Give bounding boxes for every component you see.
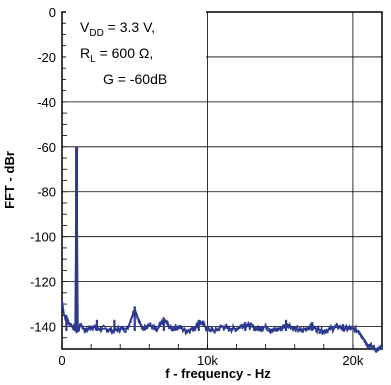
fft-series-line bbox=[61, 146, 382, 350]
annotation-gain: G = -60dB bbox=[103, 71, 167, 87]
annotation-vdd: VDD = 3.3 V, bbox=[80, 19, 155, 39]
series-layer bbox=[61, 146, 383, 354]
y-axis-title: FFT - dBr bbox=[2, 151, 17, 209]
y-tick-label: -80 bbox=[37, 185, 56, 200]
x-axis-title: f - frequency - Hz bbox=[165, 366, 271, 381]
y-tick-label: -120 bbox=[30, 275, 56, 290]
annotation-background bbox=[66, 8, 206, 94]
y-tick-label: -140 bbox=[30, 320, 56, 335]
y-tick-labels: 0 -20 -40 -60 -80 -100 -120 -140 bbox=[30, 5, 56, 335]
x-tick-label: 20k bbox=[342, 353, 363, 368]
y-tick-label: -60 bbox=[37, 140, 56, 155]
y-tick-label: -100 bbox=[30, 230, 56, 245]
plot-frame bbox=[61, 11, 383, 350]
x-tick-label: 10k bbox=[197, 353, 218, 368]
x-tick-labels: 0 10k 20k bbox=[58, 353, 364, 368]
y-tick-label: 0 bbox=[49, 5, 56, 20]
annotation-rl: RL = 600 Ω, bbox=[80, 45, 153, 65]
y-tick-label: -20 bbox=[37, 50, 56, 65]
y-tick-label: -40 bbox=[37, 95, 56, 110]
x-tick-label: 0 bbox=[58, 353, 65, 368]
